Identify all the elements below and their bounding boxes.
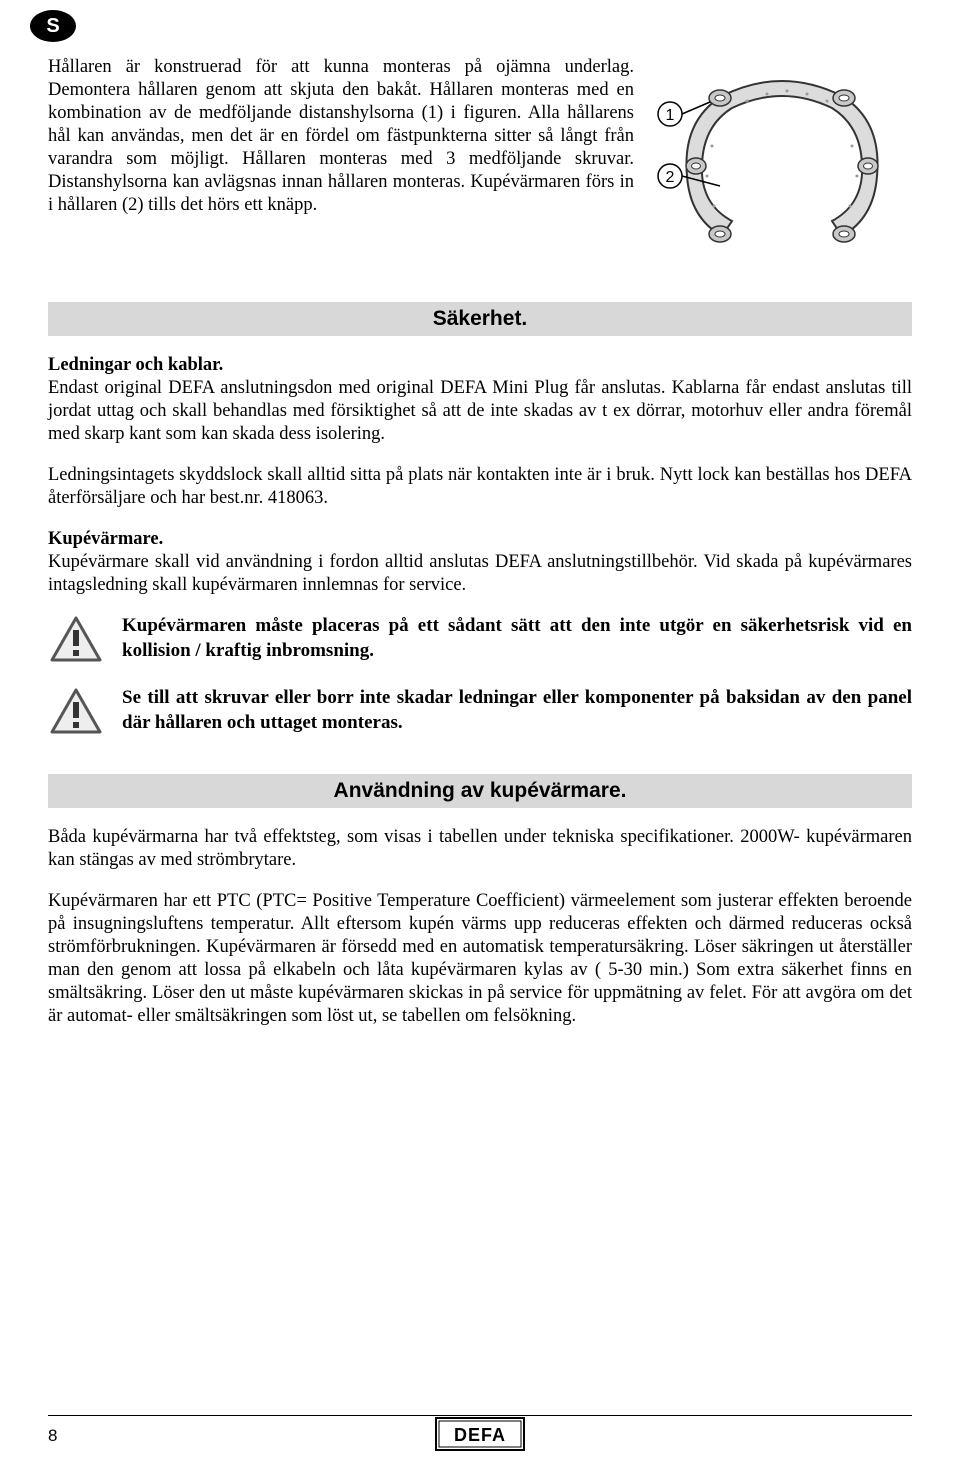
usage-body: Båda kupévärmarna har två effektsteg, so… <box>48 826 912 1028</box>
warning-row-2: Se till att skruvar eller borr inte skad… <box>48 686 912 738</box>
warning-text-2: Se till att skruvar eller borr inte skad… <box>122 686 912 735</box>
warning-row-1: Kupévärmaren måste placeras på ett sådan… <box>48 614 912 666</box>
section-title-usage: Användning av kupévärmare. <box>48 774 912 808</box>
callout-1-label: 1 <box>666 107 675 124</box>
safety-body: Ledningar och kablar. Endast original DE… <box>48 354 912 738</box>
callout-2-label: 2 <box>666 169 675 186</box>
safety-p3: Kupévärmare skall vid användning i fordo… <box>48 552 912 595</box>
warning-icon <box>48 686 104 738</box>
subheading-cables: Ledningar och kablar. <box>48 355 223 375</box>
intro-paragraph: Hållaren är konstruerad för att kunna mo… <box>48 56 634 217</box>
safety-p2: Ledningsintagets skyddslock skall alltid… <box>48 464 912 510</box>
safety-p1: Endast original DEFA anslutningsdon med … <box>48 378 912 444</box>
bracket-figure: 1 2 <box>652 56 912 266</box>
warning-icon <box>48 614 104 666</box>
page-number: 8 <box>48 1426 57 1446</box>
defa-logo: DEFA <box>435 1417 525 1456</box>
page-footer: 8 DEFA <box>48 1415 912 1446</box>
svg-text:DEFA: DEFA <box>454 1425 506 1445</box>
warning-text-1: Kupévärmaren måste placeras på ett sådan… <box>122 614 912 663</box>
subheading-heater: Kupévärmare. <box>48 529 163 549</box>
section-title-safety: Säkerhet. <box>48 302 912 336</box>
intro-row: Hållaren är konstruerad för att kunna mo… <box>48 56 912 266</box>
usage-p2: Kupévärmaren har ett PTC (PTC= Positive … <box>48 890 912 1028</box>
usage-p1: Båda kupévärmarna har två effektsteg, so… <box>48 826 912 872</box>
language-badge: S <box>30 10 76 42</box>
